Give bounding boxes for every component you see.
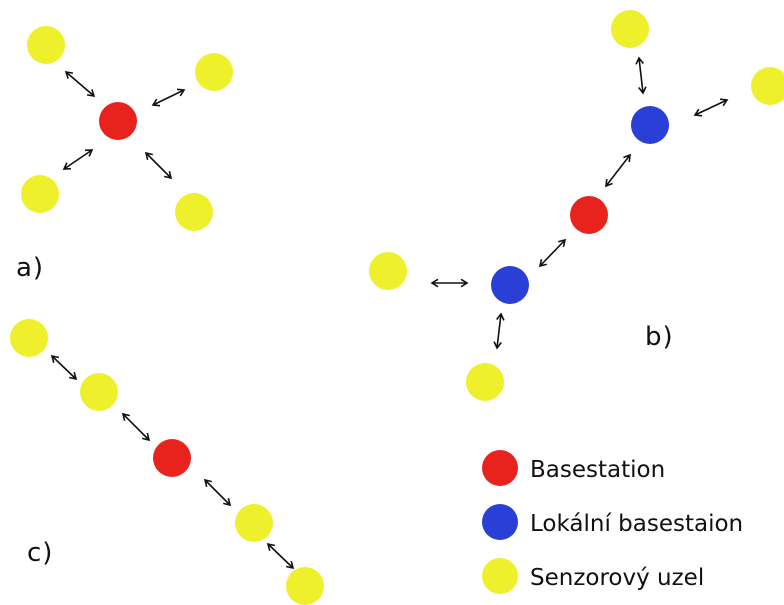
legend: Basestation Lokální basestaion Senzorový… (482, 450, 743, 594)
panel-label-b: b) (645, 322, 674, 352)
panel-label-a: a) (16, 253, 44, 283)
link-arrow (538, 238, 567, 268)
local-basestation-swatch (482, 504, 518, 540)
link-arrow (430, 278, 469, 288)
sensor-node (175, 193, 213, 231)
panel-a: a) (16, 26, 233, 283)
link-arrow (144, 151, 173, 180)
sensor-node (611, 10, 649, 48)
sensor-node (21, 175, 59, 213)
link-arrow (203, 478, 232, 507)
panel-c: c) (10, 319, 324, 605)
link-arrow (605, 153, 631, 188)
legend-item-basestation: Basestation (482, 450, 665, 486)
local-basestation-node (631, 106, 669, 144)
sensor-node (466, 363, 504, 401)
legend-label-basestation: Basestation (530, 457, 665, 483)
link-arrow (50, 354, 78, 381)
link-arrow (635, 56, 647, 95)
link-arrow (62, 149, 94, 170)
basestation-node (99, 102, 137, 140)
sensor-node (286, 567, 324, 605)
sensor-node (80, 373, 118, 411)
link-arrow (693, 98, 729, 117)
basestation-swatch (482, 450, 518, 486)
legend-item-sensor-node: Senzorový uzel (482, 558, 704, 594)
link-arrow (121, 412, 151, 442)
sensor-node-swatch (482, 558, 518, 594)
panel-b: b) (369, 10, 784, 401)
basestation-node (153, 439, 191, 477)
legend-label-local-basestation: Lokální basestaion (530, 511, 743, 537)
sensor-node (10, 319, 48, 357)
sensor-node (195, 53, 233, 91)
sensor-node (369, 252, 407, 290)
link-arrow (493, 312, 505, 350)
link-arrow (151, 88, 186, 107)
link-arrow (64, 71, 96, 97)
link-arrow (266, 542, 295, 570)
local-basestation-node (491, 266, 529, 304)
legend-label-sensor-node: Senzorový uzel (530, 565, 704, 591)
legend-item-local-basestation: Lokální basestaion (482, 504, 743, 540)
basestation-node (570, 196, 608, 234)
sensor-node (27, 26, 65, 64)
panel-label-c: c) (27, 538, 53, 568)
sensor-node (751, 67, 784, 105)
sensor-node (235, 504, 273, 542)
